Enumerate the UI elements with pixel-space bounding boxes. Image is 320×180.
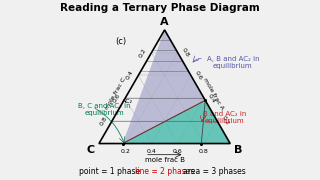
Text: 0.4: 0.4 [147,149,156,154]
Text: C: C [87,145,95,155]
Text: 0.4: 0.4 [207,93,217,104]
Text: A, B and AC₂ in
equilibrium: A, B and AC₂ in equilibrium [207,56,259,69]
Text: 0.4: 0.4 [125,70,134,81]
Title: Reading a Ternary Phase Diagram: Reading a Ternary Phase Diagram [60,3,260,13]
Text: 0.2: 0.2 [220,115,230,126]
Polygon shape [99,100,230,143]
Text: 0.8: 0.8 [99,115,108,126]
Text: 0.6: 0.6 [112,93,121,104]
Text: A: A [160,17,169,27]
Text: 0.2: 0.2 [120,149,130,154]
Text: B: B [234,145,243,155]
Text: B and AC₂ in
equilibrium: B and AC₂ in equilibrium [203,111,246,124]
Text: 0.6: 0.6 [194,70,203,81]
Text: mole frac C: mole frac C [105,77,127,111]
Text: mole frac A: mole frac A [202,77,224,111]
Text: 0.8: 0.8 [181,47,190,58]
Text: (c): (c) [116,37,127,46]
Text: 0.2: 0.2 [138,47,148,58]
Text: mole frac B: mole frac B [145,157,185,163]
Text: 0.6: 0.6 [173,149,183,154]
Text: 0.8: 0.8 [199,149,209,154]
Text: area = 3 phases: area = 3 phases [183,167,246,176]
Text: point = 1 phase: point = 1 phase [79,167,140,176]
Text: line = 2 phases: line = 2 phases [135,167,194,176]
Text: AC₂: AC₂ [122,99,133,104]
Text: B, C and AC₂ in
equilibrium: B, C and AC₂ in equilibrium [78,103,131,116]
Polygon shape [123,30,205,143]
